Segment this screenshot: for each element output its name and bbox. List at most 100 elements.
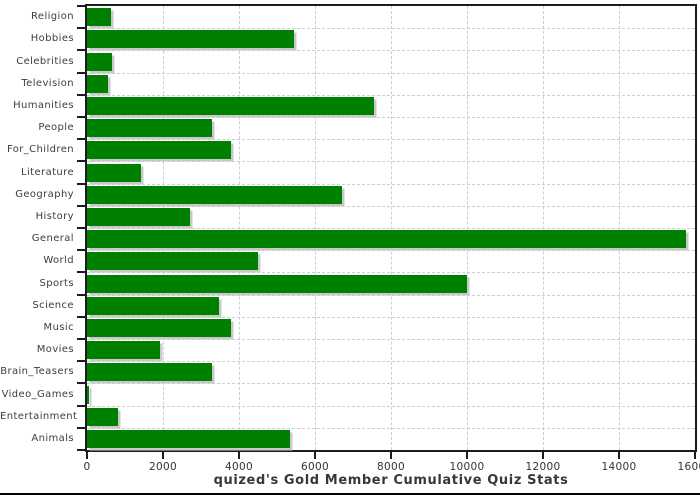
y-axis-tick [77,204,85,207]
y-axis-label-general: General [31,233,74,245]
horizontal-gridline [87,316,695,318]
horizontal-gridline [87,72,695,74]
bar-video_games [87,385,90,404]
bar-religion [87,8,111,27]
chart-title: quized's Gold Member Cumulative Quiz Sta… [213,473,569,488]
y-axis-label-entertainment: Entertainment [0,410,78,422]
y-axis-tick [77,138,85,141]
y-axis-tick [77,5,85,7]
y-axis-label-literature: Literature [21,166,74,178]
y-axis-label-religion: Religion [31,11,74,23]
x-axis-tick [618,452,620,459]
x-axis-tick-label: 2000 [149,461,177,473]
y-axis-label-history: History [35,210,74,222]
bar-music [87,318,232,337]
y-axis-tick [77,227,85,229]
bar-science [87,296,219,315]
horizontal-gridline [87,228,695,229]
y-axis-label-for_children: For_Children [6,144,74,156]
horizontal-gridline [87,405,695,407]
bar-hobbies [87,30,295,49]
y-axis-tick [77,382,85,385]
y-axis-tick [77,182,85,185]
y-axis-tick [77,71,85,74]
y-axis-label-geography: Geography [15,188,74,200]
x-axis-tick [466,452,468,459]
x-axis-tick [162,452,164,459]
x-axis-tick-label: 4000 [225,461,253,473]
bar-history [87,207,190,226]
x-axis-tick [390,452,392,459]
x-axis-tick [542,452,544,459]
bar-entertainment [87,407,118,426]
bar-movies [87,341,161,360]
y-axis-label-sports: Sports [39,277,74,289]
horizontal-gridline [87,361,695,363]
horizontal-gridline [87,183,695,185]
y-axis-tick [77,160,85,163]
y-axis-tick [77,293,85,296]
x-axis-tick-label: 10000 [449,461,485,473]
x-axis-tick [238,452,240,459]
bottom-divider [0,493,700,495]
bar-television [87,74,109,93]
horizontal-gridline [87,117,695,118]
y-axis-label-movies: Movies [36,344,74,356]
horizontal-gridline [87,294,695,296]
y-axis-label-television: Television [21,77,74,89]
y-axis-tick [77,360,85,363]
y-axis-label-people: People [38,122,74,134]
horizontal-gridline [87,28,695,30]
y-axis-label-celebrities: Celebrities [16,55,74,67]
y-axis-tick [77,249,85,252]
bar-people [87,119,213,138]
bar-brain_teasers [87,363,213,382]
y-axis-tick [77,315,85,318]
horizontal-gridline [87,339,695,340]
bar-geography [87,185,342,204]
y-axis-label-music: Music [43,321,74,333]
y-axis-label-video_games: Video_Games [1,388,74,400]
horizontal-gridline [87,50,695,52]
horizontal-gridline [87,427,695,429]
bar-celebrities [87,52,112,71]
bar-for_children [87,141,232,160]
y-axis-label-animals: Animals [31,432,74,444]
horizontal-gridline [87,272,695,274]
x-axis-tick [86,452,88,459]
horizontal-gridline [87,205,695,207]
horizontal-gridline [87,250,695,252]
y-axis-label-science: Science [32,299,74,311]
y-axis-label-world: World [43,255,74,267]
x-axis-tick-label: 6000 [301,461,329,473]
bar-sports [87,274,467,293]
horizontal-gridline [87,139,695,141]
bar-general [87,230,686,249]
y-axis-label-hobbies: Hobbies [30,33,74,45]
horizontal-gridline [87,161,695,163]
x-axis-tick-label: 12000 [525,461,561,473]
y-axis-label-brain_teasers: Brain_Teasers [0,366,74,378]
horizontal-gridline [87,94,695,96]
x-axis-tick-label: 16000 [677,461,700,473]
y-axis-tick [77,27,85,30]
y-axis-tick [77,116,85,118]
y-axis-label-humanities: Humanities [13,99,74,111]
x-axis-tick-label: 8000 [377,461,405,473]
x-axis-tick-label: 14000 [601,461,637,473]
y-axis-tick [77,338,85,340]
y-axis-tick [77,49,85,52]
horizontal-gridline [87,383,695,385]
x-axis-tick [314,452,316,459]
y-axis-tick [77,404,85,407]
bar-animals [87,429,290,448]
y-axis-tick [77,271,85,274]
bar-world [87,252,258,271]
y-axis-tick [77,93,85,96]
x-axis-tick-label: 0 [83,461,91,473]
y-axis-tick [77,449,85,451]
x-axis-tick [694,452,696,459]
y-axis-tick [77,426,85,429]
bar-literature [87,163,141,182]
